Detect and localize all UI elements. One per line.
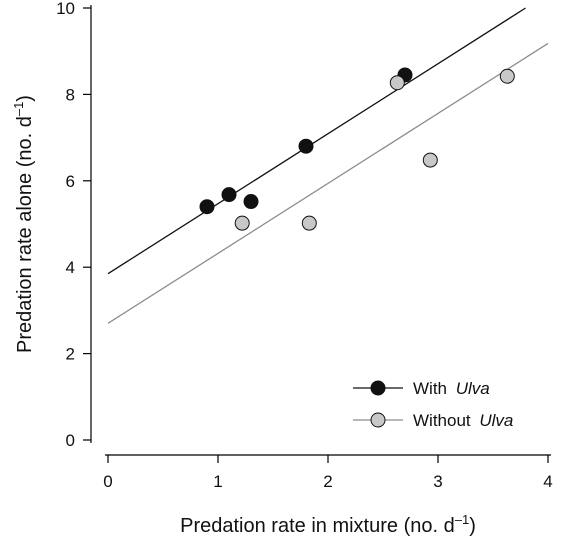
x-tick-label: 4 <box>543 472 552 491</box>
fit-lines <box>107 7 549 324</box>
x-tick-label: 2 <box>323 472 332 491</box>
x-axis-title: Predation rate in mixture (no. d–1) <box>180 512 476 537</box>
data-point-series-0 <box>298 138 314 154</box>
x-tick-label: 1 <box>213 472 222 491</box>
legend-label-prefix: Without <box>413 411 475 430</box>
y-tick-label: 6 <box>66 172 75 191</box>
x-axis-title-text: Predation rate in mixture (no. d <box>180 515 455 537</box>
y-tick-label: 10 <box>56 0 75 18</box>
x-tick-label: 0 <box>103 472 112 491</box>
data-point-series-1 <box>301 215 317 231</box>
y-axis-title-exponent: –1 <box>11 102 26 116</box>
x-axis-title-exponent: –1 <box>455 512 469 527</box>
legend-label-italic: Ulva <box>456 379 490 398</box>
x-axis-title-close: ) <box>469 515 476 537</box>
y-axis-title-close: ) <box>14 95 36 102</box>
axes: 0 1 2 3 4 0 2 4 6 8 10 Predation rate in mixture (n… <box>11 0 553 537</box>
y-axis-title-text: Predation rate alone (no. d <box>14 116 36 353</box>
legend-label-prefix: With <box>413 379 452 398</box>
data-point-series-1 <box>389 75 405 91</box>
legend-label-italic: Ulva <box>479 411 513 430</box>
legend-label-series-0: With Ulva <box>413 379 490 398</box>
legend-marker-series-0 <box>370 380 386 396</box>
x-tick-label: 3 <box>433 472 442 491</box>
y-tick-label: 4 <box>66 258 75 277</box>
data-point-series-1 <box>234 215 250 231</box>
fit-line-series-0 <box>107 7 526 275</box>
data-point-series-0 <box>221 187 237 203</box>
y-tick-label: 0 <box>66 431 75 450</box>
legend-marker-series-1 <box>370 412 386 428</box>
data-point-series-0 <box>199 199 215 215</box>
fit-line-series-1 <box>107 42 549 324</box>
y-tick-label: 2 <box>66 345 75 364</box>
legend-label-series-1: Without Ulva <box>413 411 513 430</box>
y-axis-title: Predation rate alone (no. d–1) <box>11 95 36 353</box>
data-point-series-0 <box>243 194 259 210</box>
data-points <box>199 67 515 231</box>
data-point-series-1 <box>422 152 438 168</box>
y-tick-label: 8 <box>66 85 75 104</box>
data-point-series-1 <box>499 68 515 84</box>
